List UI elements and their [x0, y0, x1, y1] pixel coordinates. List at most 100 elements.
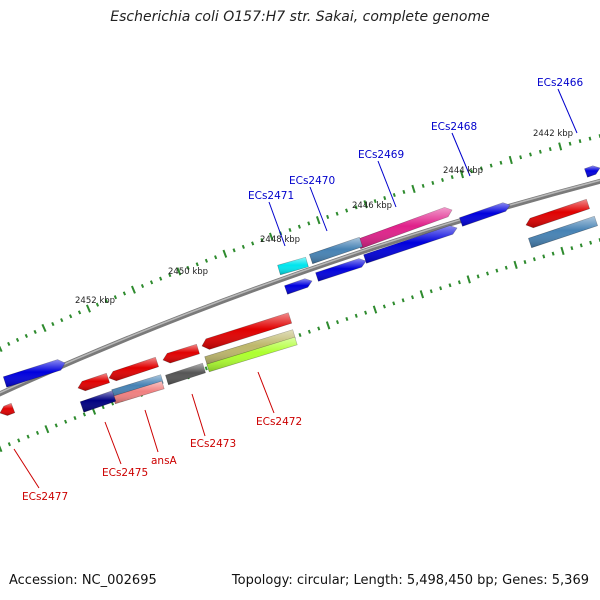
scale-label-2446: 2446 kbp: [352, 201, 392, 211]
gene-label-ecs2468[interactable]: ECs2468: [431, 121, 477, 133]
inner-tick: [401, 298, 405, 303]
outer-tick: [499, 160, 503, 165]
outer-tick: [15, 337, 20, 342]
inner-tick: [64, 419, 68, 424]
outer-tick: [508, 155, 513, 165]
gene-label-ecs2471[interactable]: ECs2471: [248, 190, 294, 202]
outer-tick: [232, 248, 236, 253]
inner-tick: [73, 416, 77, 421]
inner-tick: [204, 366, 208, 371]
gene-label-ecs2473[interactable]: ECs2473: [190, 438, 236, 450]
reverse-gene-labels: ECs2472 ECs2473 ansA ECs2475 ECs2477: [22, 416, 302, 503]
outer-tick: [7, 341, 11, 347]
gene-label-ecs2470[interactable]: ECs2470: [289, 175, 335, 187]
outer-tick: [95, 302, 100, 307]
outer-tick: [24, 333, 28, 338]
outer-tick: [195, 262, 199, 267]
inner-tick: [542, 254, 546, 259]
leader-ecs2468: [451, 132, 471, 177]
scale-label-2448: 2448 kbp: [260, 235, 300, 245]
gene-arrow-ansa-c-shade: [112, 381, 165, 404]
gene-label-ecs2477[interactable]: ECs2477: [22, 491, 68, 503]
outer-tick: [315, 216, 321, 225]
inner-tick: [364, 310, 368, 315]
outer-tick: [241, 244, 245, 249]
outer-tick: [529, 152, 532, 157]
gene-label-ecs2469[interactable]: ECs2469: [358, 149, 404, 161]
gene-arrow-ecs2475-shade: [78, 373, 110, 391]
gene-arrow-ecs2470-shade: [309, 237, 363, 264]
inner-tick: [419, 290, 425, 299]
gene-arrow-ecs2471-shade: [277, 257, 309, 275]
leader-ecs2477: [13, 448, 40, 489]
outer-tick: [168, 273, 172, 278]
outer-tick: [548, 147, 552, 152]
genome-backbone: [0, 178, 600, 397]
outer-tick: [335, 211, 339, 216]
inner-tick: [570, 246, 574, 251]
inner-tick: [513, 260, 518, 270]
inner-tick: [335, 320, 340, 325]
gene-arrow-ecs2475b-shade: [80, 390, 116, 413]
outer-tick: [159, 276, 163, 281]
gene-arrow-ecs2472b-shade: [204, 329, 296, 366]
inner-tick: [429, 289, 433, 294]
gene-label-ecs2472[interactable]: ECs2472: [256, 416, 302, 428]
outer-tick: [354, 205, 358, 210]
gene-arrow-ecs2466-shade: [584, 165, 600, 178]
inner-tick: [26, 434, 30, 439]
scale-labels: 2442 kbp 2444 kbp 2446 kbp 2448 kbp 2450…: [75, 129, 573, 306]
outer-tick: [297, 224, 301, 229]
inner-tick: [504, 265, 508, 270]
inner-tick: [298, 332, 302, 338]
inner-tick: [372, 305, 378, 314]
gene-label-ecs2466[interactable]: ECs2466: [537, 77, 583, 89]
outer-tick: [186, 265, 190, 270]
inner-tick: [466, 275, 471, 284]
scale-label-2444: 2444 kbp: [443, 166, 483, 176]
gene-features: [0, 165, 600, 416]
outer-tick: [459, 170, 465, 179]
inner-tick: [410, 295, 415, 300]
inner-tick: [17, 438, 21, 443]
inner-tick: [448, 283, 452, 288]
outer-tick: [77, 310, 82, 315]
outer-tick: [176, 267, 182, 276]
inner-tick: [307, 329, 311, 334]
inner-tick: [589, 240, 593, 245]
accession-text: Accession: NC_002695: [9, 573, 157, 588]
inner-tick: [439, 286, 443, 291]
inner-tick: [560, 246, 565, 256]
gene-label-ecs2475[interactable]: ECs2475: [102, 467, 148, 479]
outer-tick: [149, 280, 154, 285]
scale-label-2452: 2452 kbp: [75, 296, 115, 306]
inner-tick: [457, 280, 461, 285]
leader-ansa: [144, 409, 159, 453]
gene-arrow-ansa-shade: [109, 357, 159, 381]
inner-tick: [476, 274, 480, 279]
outer-tick: [33, 329, 37, 334]
inner-tick: [354, 313, 358, 318]
gene-label-ansa[interactable]: ansA: [151, 455, 178, 467]
outer-tick: [411, 184, 416, 194]
inner-tick: [325, 321, 331, 330]
inner-tick: [551, 251, 555, 256]
outer-tick: [489, 163, 493, 168]
outer-tick: [519, 155, 523, 160]
gene-arrow-ecs2470b-shade: [315, 258, 366, 282]
leader-ecs2472: [257, 371, 275, 414]
gene-arrow-ecs2467b-shade: [528, 216, 598, 248]
outer-tick: [288, 227, 292, 233]
inner-tick: [579, 243, 583, 248]
gene-arrow-ansa-b-shade: [111, 374, 164, 399]
outer-tick: [479, 166, 483, 171]
outer-tick: [60, 318, 64, 323]
outer-tick: [68, 314, 73, 319]
gene-arrow-ecs2476-shade: [3, 359, 66, 388]
outer-tick: [578, 139, 582, 144]
leader-ecs2469: [377, 160, 397, 208]
gene-arrow-ecs2467-shade: [526, 199, 590, 228]
outer-tick: [204, 258, 208, 263]
leader-ecs2471: [268, 201, 286, 247]
